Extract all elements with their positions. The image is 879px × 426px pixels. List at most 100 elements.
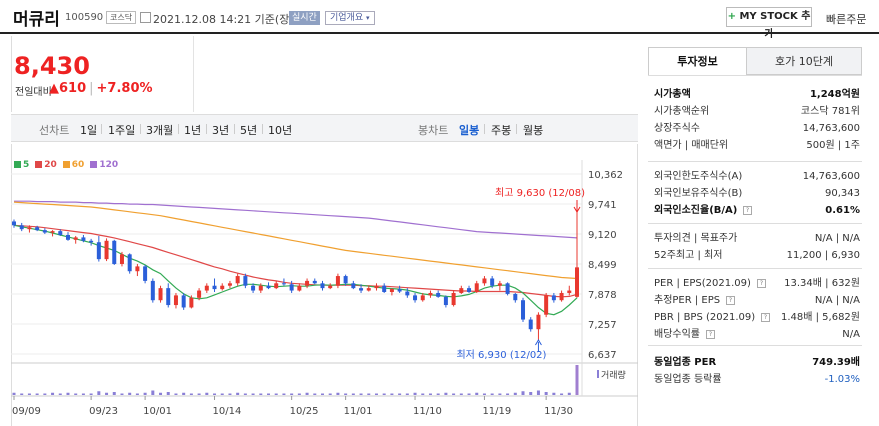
realtime-badge[interactable]: 실시간 (289, 11, 320, 25)
volume-bar (459, 393, 463, 395)
candle-body (366, 288, 371, 291)
line-chart-label[interactable]: 선차트 (39, 124, 70, 137)
candle-body (374, 285, 379, 289)
volume-bar (313, 393, 317, 395)
info-value: 1,248억원 (809, 89, 860, 100)
info-key: 상장주식수 (654, 123, 700, 134)
legend-label: 60 (71, 160, 85, 170)
candle-body (143, 266, 148, 281)
tab-investment-info[interactable]: 투자정보 (648, 47, 747, 75)
volume-bar (174, 393, 178, 395)
x-tick-label: 10/01 (143, 406, 172, 417)
x-tick-label: 09/09 (12, 406, 41, 417)
candle-body (112, 240, 117, 264)
info-row: 외국인소진율(B/A)? 0.61% (654, 203, 860, 219)
info-row: 시가총액순위 코스닥 781위 (654, 104, 860, 120)
chart-area (11, 144, 638, 426)
candle-monthly[interactable]: 월봉 (523, 124, 544, 137)
legend-label: 120 (99, 160, 119, 170)
candle-body (413, 295, 418, 301)
legend-ma-60[interactable]: 60 (62, 160, 85, 170)
price-divider (193, 36, 194, 112)
volume-bar (128, 392, 132, 395)
volume-bar (135, 393, 139, 395)
up-arrow-icon: ▲ (49, 81, 59, 96)
y-tick-label: 9,741 (588, 200, 617, 211)
help-icon[interactable]: ? (726, 296, 735, 305)
help-icon[interactable]: ? (761, 313, 770, 322)
info-key: 외국인보유주식수(B) (654, 188, 743, 199)
period-1d[interactable]: 1일 (80, 124, 98, 137)
volume-bar (58, 393, 62, 395)
info-row: 외국인한도주식수(A) 14,763,600 (654, 169, 860, 185)
candle-body (389, 289, 394, 293)
info-key: 외국인한도주식수(A) (654, 171, 743, 182)
info-key: PBR | BPS (2021.09) (654, 312, 756, 323)
volume-bar (382, 393, 386, 395)
candle-body (351, 283, 356, 289)
legend-ma-120[interactable]: 120 (90, 160, 118, 170)
volume-bar (320, 393, 324, 395)
volume-bar (112, 392, 116, 395)
volume-bar (428, 393, 432, 395)
volume-bar (544, 392, 548, 395)
quick-order-link[interactable]: 빠른주문 (826, 13, 867, 26)
candle-body (497, 283, 502, 286)
period-3y[interactable]: 3년 (212, 124, 230, 137)
volume-bar (228, 393, 232, 395)
volume-bar (43, 393, 47, 395)
legend-ma-5[interactable]: 5 (14, 160, 29, 170)
candle-body (65, 234, 70, 240)
candle-body (382, 285, 387, 293)
candle-body (243, 276, 248, 286)
legend-swatch (14, 161, 21, 168)
help-icon[interactable]: ? (757, 279, 766, 288)
tab-quote-10[interactable]: 호가 10단계 (746, 47, 862, 75)
info-value: N/A | N/A (814, 295, 860, 306)
candle-daily[interactable]: 일봉 (459, 124, 480, 137)
volume-bar (236, 392, 240, 395)
candle-chart-label[interactable]: 봉차트 (418, 124, 449, 137)
period-5y[interactable]: 5년 (240, 124, 258, 137)
volume-bar (282, 393, 286, 395)
info-value: 13.34배 | 632원 (784, 278, 860, 289)
volume-bar (120, 393, 124, 395)
help-icon[interactable]: ? (706, 330, 715, 339)
volume-bar (35, 393, 39, 395)
candle-body (420, 295, 425, 301)
candle-body (119, 254, 124, 264)
period-10y[interactable]: 10년 (268, 124, 293, 137)
period-1w[interactable]: 1주일 (108, 124, 136, 137)
y-tick-label: 7,878 (588, 290, 617, 301)
help-icon[interactable]: ? (743, 206, 752, 215)
candle-body (27, 227, 32, 230)
ma-legend: 5 20 60 120 (14, 160, 124, 170)
legend-ma-20[interactable]: 20 (35, 160, 57, 170)
legend-label: 20 (44, 160, 57, 170)
candle-weekly[interactable]: 주봉 (491, 124, 512, 137)
candle-body (451, 292, 456, 306)
candle-body (436, 292, 441, 297)
info-value: 14,763,600 (802, 171, 860, 182)
candle-body (251, 285, 256, 291)
period-3m[interactable]: 3개월 (146, 124, 174, 137)
volume-bar (297, 393, 301, 395)
info-value: 코스닥 781위 (800, 106, 860, 117)
volume-swatch (597, 370, 599, 378)
add-mystock-button[interactable]: + MY STOCK 추가 (726, 7, 812, 40)
period-1y[interactable]: 1년 (184, 124, 202, 137)
volume-bar (213, 393, 217, 395)
info-value: N/A (842, 329, 860, 340)
volume-bar (336, 392, 340, 395)
volume-bar (166, 392, 170, 395)
candle-body (513, 293, 518, 301)
candle-body (428, 292, 433, 296)
volume-bar (74, 393, 78, 395)
info-row: PER | EPS(2021.09)? 13.34배 | 632원 (654, 276, 860, 292)
candle-body (559, 292, 564, 301)
company-overview-dropdown[interactable]: 기업개요 ▾ (325, 11, 375, 25)
volume-bar (328, 393, 332, 395)
info-key: 시가총액 (654, 89, 691, 100)
